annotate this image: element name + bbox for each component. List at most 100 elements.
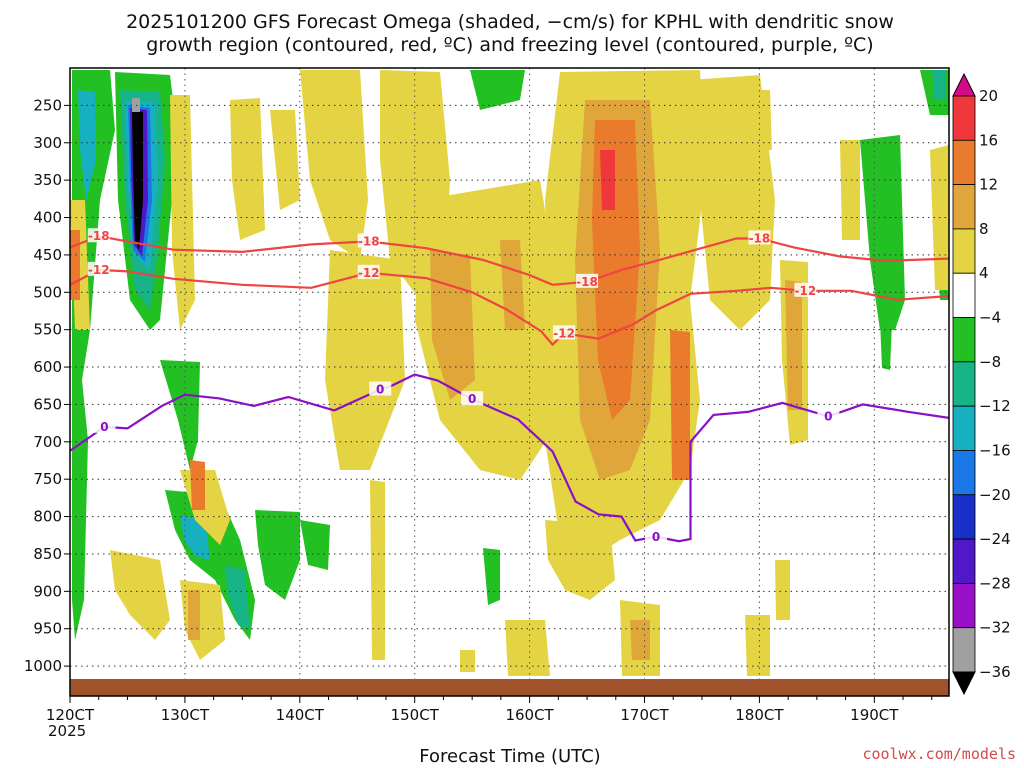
contour-label: -12 (795, 284, 817, 298)
omega-positive-core (430, 250, 475, 400)
x-tick-label: 170CT (620, 706, 669, 724)
contour-label: -12 (88, 263, 110, 277)
omega-positive-region (230, 98, 265, 240)
colorbar-segment (952, 272, 976, 318)
contour-label-bg (645, 528, 667, 543)
y-tick-label: 500 (33, 283, 62, 301)
colorbar-segment (952, 582, 976, 629)
omega-positive-region (325, 250, 405, 470)
colorbar-label: −28 (979, 574, 1011, 592)
contour-lines: -18 -18 -18 -18 -12 -12 -12 -12 0 0 0 0 0 (70, 228, 949, 544)
colorbar-legend: 20 16 12 8 4 −4 −8 −12 −16 −20 −24 −28 −32 −36 (952, 72, 1011, 696)
colorbar-label: 8 (979, 220, 989, 238)
colorbar-segment (952, 361, 976, 407)
y-tick-label: 800 (33, 508, 62, 526)
omega-negative-region (932, 70, 945, 100)
colorbar-label: 16 (979, 131, 998, 149)
contour-label-bg (93, 418, 116, 433)
x-tick-label: 160CT (505, 706, 554, 724)
credit-text: coolwx.com/models (862, 745, 1016, 763)
omega-positive-region (110, 550, 170, 640)
contour-label-bg (357, 233, 380, 248)
colorbar-label: −24 (979, 530, 1011, 548)
minus18c-contour (70, 235, 949, 286)
contour-label-bg (576, 273, 599, 288)
x-tick-label: 190CT (850, 706, 899, 724)
grid-lines (70, 68, 949, 696)
contour-label-bg (553, 325, 576, 340)
y-tick-label: 950 (33, 620, 62, 638)
omega-negative-region (300, 520, 330, 570)
y-tick-label: 550 (33, 321, 62, 339)
contour-label: 0 (824, 409, 832, 423)
colorbar-segment (952, 317, 976, 363)
omega-positive-core (670, 330, 690, 480)
colorbar-segment (952, 538, 976, 584)
omega-negative-region (225, 565, 250, 630)
contour-label-bg (357, 264, 380, 279)
colorbar-segment (952, 494, 976, 540)
y-tick-label: 300 (33, 134, 62, 152)
y-tick-label: 400 (33, 209, 62, 227)
contour-label-bg (817, 408, 840, 423)
y-tick-label: 600 (33, 358, 62, 376)
colorbar-bottom-arrow (952, 671, 976, 696)
contour-label: -18 (358, 234, 380, 248)
y-tick-label: 700 (33, 433, 62, 451)
y-tick-label: 750 (33, 470, 62, 488)
omega-negative-region (860, 135, 905, 330)
contour-label-bg (461, 391, 484, 406)
omega-positive-core (785, 280, 802, 410)
omega-negative-region (483, 548, 500, 605)
omega-positive-region (170, 95, 195, 330)
omega-positive-region (775, 560, 790, 620)
omega-positive-core (190, 460, 205, 510)
plot-frame (69, 67, 950, 697)
minus12c-contour (70, 268, 949, 347)
omega-negative-region (160, 360, 200, 470)
y-tick-label: 900 (33, 582, 62, 600)
omega-negative-region (470, 70, 525, 110)
y-tick-label: 1000 (24, 657, 62, 675)
x-tick-label: 150CT (391, 706, 440, 724)
colorbar-label: −4 (979, 309, 1001, 327)
contour-label-bg (87, 261, 110, 276)
colorbar-segment (952, 627, 976, 673)
omega-positive-region (545, 520, 615, 600)
freezing-level-contour (70, 373, 949, 543)
colorbar-label: −8 (979, 353, 1001, 371)
colorbar-segment (952, 139, 976, 186)
contour-label: 0 (100, 420, 108, 434)
colorbar-segment (952, 184, 976, 230)
contour-label: -18 (576, 275, 598, 289)
omega-positive-region (840, 140, 860, 240)
y-axis: 250 300 350 400 450 500 550 600 650 700 750 800 850 9… (24, 96, 70, 675)
omega-positive-core (70, 230, 80, 300)
contour-label: 0 (468, 392, 476, 406)
colorbar-segment (952, 95, 976, 141)
omega-negative-region (255, 510, 300, 600)
ground-strip (70, 679, 949, 696)
x-tick-label: 120CT (46, 706, 95, 724)
omega-positive-region (745, 615, 770, 676)
contour-label-bg (748, 230, 771, 245)
colorbar-label: −20 (979, 486, 1011, 504)
colorbar-segment (952, 450, 976, 496)
omega-positive-core (600, 150, 615, 210)
contour-label: -12 (358, 266, 380, 280)
omega-negative-region (880, 320, 892, 370)
colorbar-label: −36 (979, 663, 1011, 681)
y-tick-label: 650 (33, 395, 62, 413)
colorbar-label: −12 (979, 397, 1011, 415)
y-tick-label: 450 (33, 246, 62, 264)
omega-positive-core (500, 240, 525, 330)
chart-title-line1: 2025101200 GFS Forecast Omega (shaded, −… (126, 11, 894, 33)
omega-positive-region (505, 620, 550, 676)
x-axis: 120CT 130CT 140CT 150CT 160CT 170CT 180CT 190CT (46, 696, 933, 724)
colorbar-segment (952, 405, 976, 451)
contour-label-bg (369, 381, 392, 396)
omega-positive-region (740, 90, 772, 150)
colorbar-label: 4 (979, 264, 989, 282)
colorbar-segment (952, 228, 976, 274)
